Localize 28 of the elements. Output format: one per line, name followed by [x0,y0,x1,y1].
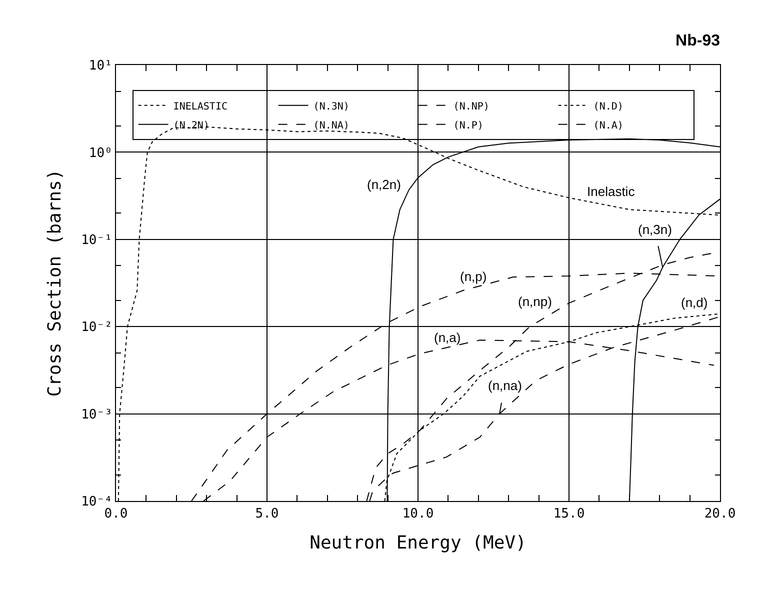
annotation: (n,d) [681,295,708,310]
legend-label: (N.NA) [313,120,350,132]
annotation: Inelastic [587,184,636,199]
annotation: (n,na) [488,378,522,393]
legend-label: (N.A) [593,120,624,132]
y-axis-title: Cross Section (barns) [44,169,66,397]
x-tick-label: 10.0 [402,506,434,522]
annotation: (n,p) [460,269,487,284]
y-tick-label: 10⁻³ [81,407,112,422]
legend-label: (N.NP) [453,101,490,112]
x-axis-title: Neutron Energy (MeV) [310,532,526,554]
annotation: (n,np) [518,294,552,309]
legend-label: (N.D) [593,101,624,112]
x-tick-label: 15.0 [553,506,585,522]
chart-title: Nb-93 [676,32,720,50]
y-tick-label: 10⁻¹ [81,232,112,248]
x-tick-label: 20.0 [704,506,736,522]
x-tick-label: 0.0 [104,506,128,522]
x-tick-label: 5.0 [255,506,279,522]
legend-label: (N.3N) [313,101,350,112]
annotation: (n,a) [434,330,461,345]
y-tick-label: 10¹ [88,58,112,74]
y-tick-label: 10⁰ [88,146,112,161]
legend-label: (N.P) [453,120,484,132]
legend-label: INELASTIC [173,101,228,112]
annotation: (n,3n) [638,222,672,237]
y-tick-label: 10⁻² [81,320,112,336]
annotation: (n,2n) [367,177,401,192]
